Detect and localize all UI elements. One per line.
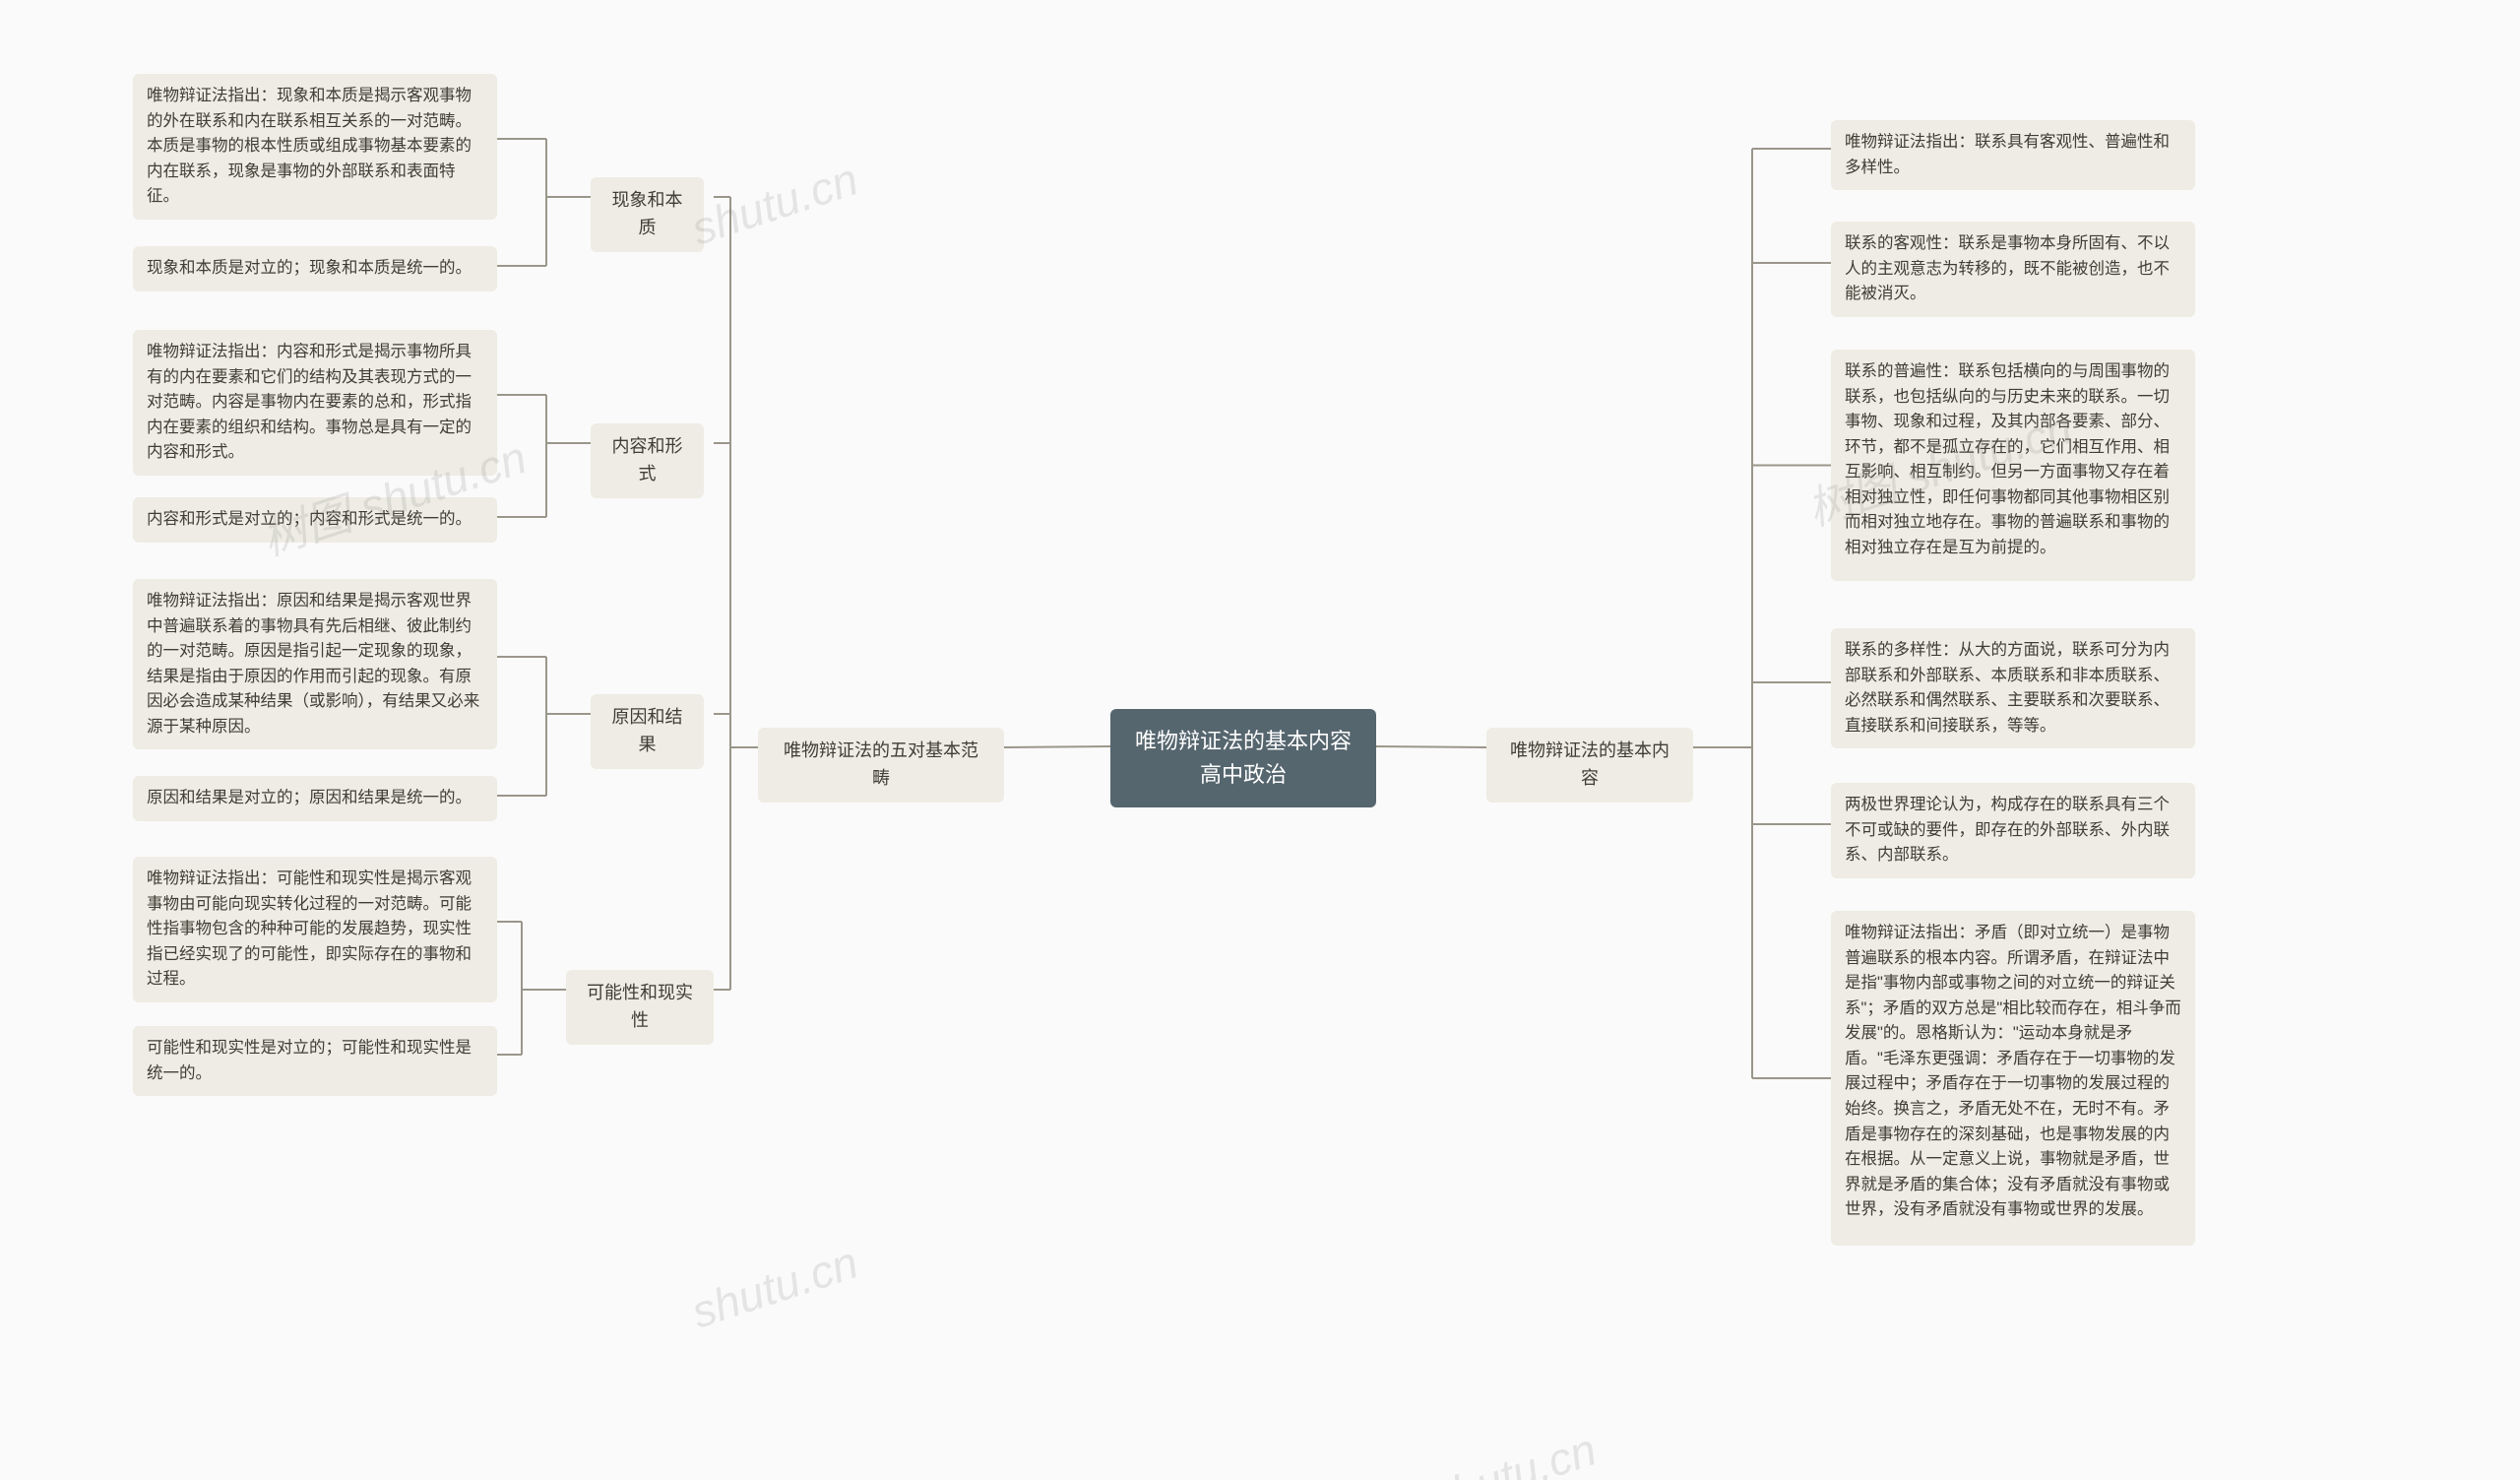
branch-basic-content[interactable]: 唯物辩证法的基本内容 [1486,728,1693,803]
right-leaf-4[interactable]: 两极世界理论认为，构成存在的联系具有三个不可或缺的要件，即存在的外部联系、外内联… [1831,783,2195,878]
left-sub-3[interactable]: 可能性和现实性 [566,970,714,1045]
left-sub-2-leaf-1[interactable]: 原因和结果是对立的；原因和结果是统一的。 [133,776,497,821]
mindmap-canvas: 唯物辩证法的基本内容高中政治 唯物辩证法的基本内容 唯物辩证法的五对基本范畴 唯… [0,0,2520,1480]
left-sub-1[interactable]: 内容和形式 [591,423,704,498]
right-leaf-0[interactable]: 唯物辩证法指出：联系具有客观性、普遍性和多样性。 [1831,120,2195,190]
left-sub-1-leaf-1[interactable]: 内容和形式是对立的；内容和形式是统一的。 [133,497,497,543]
left-sub-3-leaf-1[interactable]: 可能性和现实性是对立的；可能性和现实性是统一的。 [133,1026,497,1096]
right-leaf-5[interactable]: 唯物辩证法指出：矛盾（即对立统一）是事物普遍联系的根本内容。所谓矛盾，在辩证法中… [1831,911,2195,1246]
watermark-4: shutu.cn [1423,1422,1603,1480]
left-sub-2-leaf-0[interactable]: 唯物辩证法指出：原因和结果是揭示客观世界中普遍联系着的事物具有先后相继、彼此制约… [133,579,497,749]
watermark-1: shutu.cn [685,152,864,255]
watermark-3: shutu.cn [685,1235,864,1338]
left-sub-1-leaf-0[interactable]: 唯物辩证法指出：内容和形式是揭示事物所具有的内在要素和它们的结构及其表现方式的一… [133,330,497,476]
left-sub-0-leaf-0[interactable]: 唯物辩证法指出：现象和本质是揭示客观事物的外在联系和内在联系相互关系的一对范畴。… [133,74,497,220]
root-node[interactable]: 唯物辩证法的基本内容高中政治 [1110,709,1376,807]
left-sub-0-leaf-1[interactable]: 现象和本质是对立的；现象和本质是统一的。 [133,246,497,291]
right-leaf-3[interactable]: 联系的多样性：从大的方面说，联系可分为内部联系和外部联系、本质联系和非本质联系、… [1831,628,2195,748]
left-sub-3-leaf-0[interactable]: 唯物辩证法指出：可能性和现实性是揭示客观事物由可能向现实转化过程的一对范畴。可能… [133,857,497,1002]
left-sub-0[interactable]: 现象和本质 [591,177,704,252]
right-leaf-1[interactable]: 联系的客观性：联系是事物本身所固有、不以人的主观意志为转移的，既不能被创造，也不… [1831,222,2195,317]
right-leaf-2[interactable]: 联系的普遍性：联系包括横向的与周围事物的联系，也包括纵向的与历史未来的联系。一切… [1831,350,2195,581]
left-sub-2[interactable]: 原因和结果 [591,694,704,769]
branch-five-categories[interactable]: 唯物辩证法的五对基本范畴 [758,728,1004,803]
